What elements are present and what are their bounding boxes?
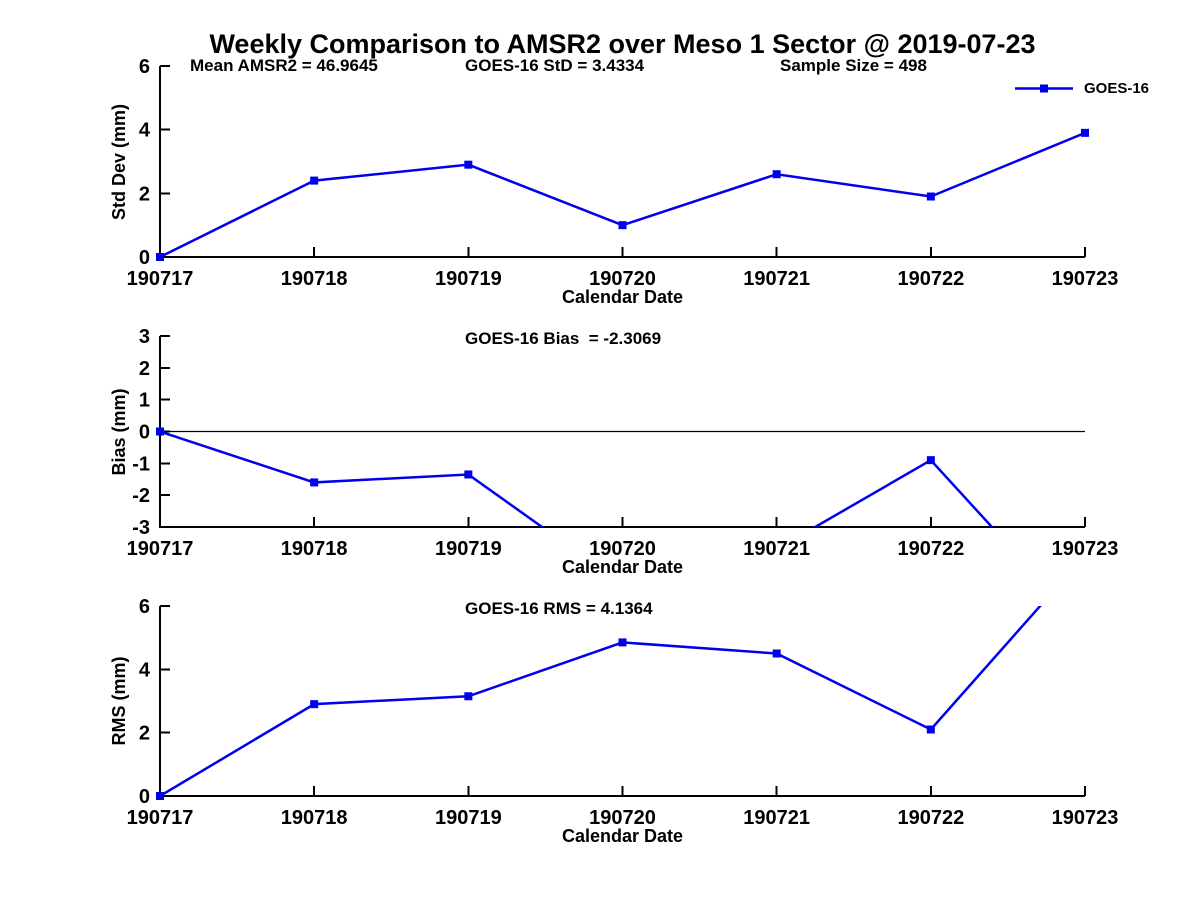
series-marker — [772, 649, 781, 658]
subplot-rms: 0 2 4 6 190717 190718 190719 190720 190721 190722… — [127, 596, 1119, 829]
series-marker — [464, 160, 473, 169]
x-tick-label: 190720 — [589, 807, 656, 829]
y-tick-label: 1 — [139, 390, 150, 412]
figure-title: Weekly Comparison to AMSR2 over Meso 1 S… — [209, 29, 1036, 59]
annotation-sample-size: Sample Size = 498 — [780, 56, 927, 75]
y-tick-label: 0 — [139, 247, 150, 269]
series-line — [160, 131, 1085, 257]
y-tick-label: 2 — [139, 358, 150, 380]
series-marker — [926, 192, 935, 201]
stddev-x-axis-label: Calendar Date — [561, 287, 684, 307]
y-tick-label: 0 — [139, 786, 150, 808]
x-tick-label: 190717 — [127, 268, 194, 290]
series-marker — [156, 253, 164, 261]
annotation-mean-amsr2: Mean AMSR2 = 46.9645 — [190, 56, 378, 75]
series-marker — [156, 427, 164, 436]
series-marker — [156, 792, 164, 800]
bias-y-axis-label: Bias (mm) — [109, 388, 129, 476]
subplot-std-dev: 0 2 4 6 190717 190718 190719 190720 190721 190722… — [127, 56, 1119, 290]
x-tick-label: 190721 — [743, 268, 810, 290]
x-tick-label: 190718 — [281, 807, 348, 829]
y-tick-label: 2 — [139, 183, 150, 205]
legend: GOES-16 — [1013, 80, 1149, 97]
x-tick-label: 190717 — [127, 807, 194, 829]
series-marker — [310, 478, 319, 487]
annotation-goes16-rms: GOES-16 RMS = 4.1364 — [465, 599, 653, 618]
x-tick-label: 190719 — [435, 807, 502, 829]
x-tick-label: 190723 — [1052, 807, 1119, 829]
x-tick-label: 190719 — [435, 538, 502, 560]
bias-x-axis-label: Calendar Date — [561, 557, 684, 577]
series-marker — [926, 725, 935, 734]
y-tick-label: 0 — [139, 422, 150, 444]
x-tick-label: 190723 — [1052, 538, 1119, 560]
y-tick-label: 3 — [139, 326, 150, 348]
x-tick-label: 190720 — [589, 538, 656, 560]
series-marker — [1081, 128, 1089, 137]
legend-line-icon — [1015, 84, 1073, 93]
y-tick-label: -1 — [132, 453, 150, 475]
y-tick-label: 6 — [139, 56, 150, 78]
x-tick-label: 190718 — [281, 268, 348, 290]
x-tick-label: 190721 — [743, 807, 810, 829]
x-tick-label: 190718 — [281, 538, 348, 560]
x-tick-label: 190722 — [897, 268, 964, 290]
rms-y-axis-label: RMS (mm) — [109, 656, 129, 746]
y-tick-label: 2 — [139, 723, 150, 745]
y-tick-label: 4 — [139, 120, 151, 142]
series-marker — [618, 221, 627, 230]
legend-marker — [1040, 84, 1048, 93]
legend-label: GOES-16 — [1084, 80, 1150, 97]
series-marker — [464, 470, 473, 479]
x-tick-label: 190723 — [1052, 268, 1119, 290]
x-tick-label: 190721 — [743, 538, 810, 560]
x-tick-label: 190717 — [127, 538, 194, 560]
x-tick-label: 190722 — [897, 538, 964, 560]
series-marker — [618, 638, 627, 647]
series-marker — [772, 170, 781, 179]
y-tick-label: 4 — [139, 659, 151, 681]
x-tick-label: 190719 — [435, 268, 502, 290]
annotation-goes16-bias: GOES-16 Bias = -2.3069 — [465, 329, 662, 348]
x-tick-label: 190722 — [897, 807, 964, 829]
axes — [159, 606, 1085, 797]
rms-x-axis-label: Calendar Date — [561, 826, 684, 846]
series-marker — [310, 176, 319, 185]
y-tick-label: -3 — [132, 517, 150, 539]
series-line — [160, 606, 1042, 796]
y-tick-label: -2 — [132, 485, 150, 507]
stddev-y-axis-label: Std Dev (mm) — [109, 103, 129, 221]
y-tick-label: 6 — [139, 596, 150, 618]
series-marker — [926, 456, 935, 465]
annotation-goes16-std: GOES-16 StD = 3.4334 — [465, 56, 645, 75]
series-marker — [310, 700, 319, 709]
series-marker — [464, 692, 473, 701]
x-tick-label: 190720 — [589, 268, 656, 290]
